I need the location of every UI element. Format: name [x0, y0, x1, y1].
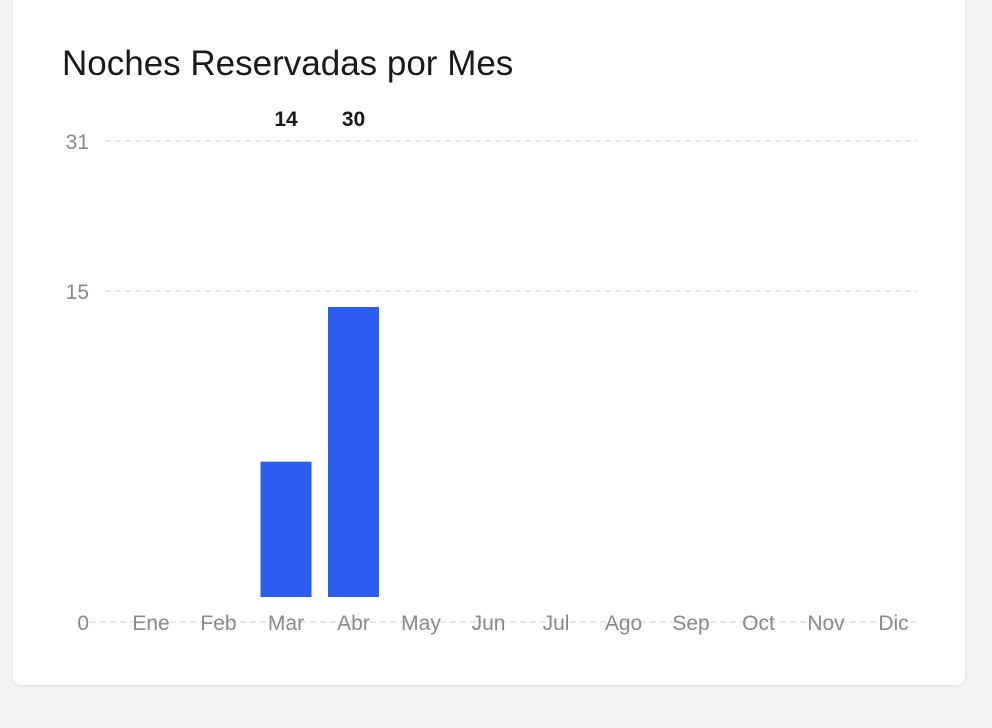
data-labels: 14 30	[274, 108, 365, 131]
chart-title: Noches Reservadas por Mes	[62, 44, 514, 83]
y-tick-label: 0	[77, 612, 89, 635]
x-tick-label: Dic	[878, 612, 908, 635]
bar-mar	[260, 461, 312, 597]
x-tick-label: Feb	[200, 612, 236, 635]
data-label-mar: 14	[274, 108, 298, 131]
x-tick-label: Mar	[268, 612, 304, 635]
chart-card	[13, 0, 965, 685]
x-tick-label: Ene	[132, 612, 169, 635]
x-tick-label: Jun	[472, 612, 506, 635]
x-tick-label: Sep	[672, 612, 709, 635]
x-tick-label: Abr	[337, 612, 370, 635]
x-tick-label: Jul	[543, 612, 570, 635]
data-label-abr: 30	[342, 108, 365, 131]
x-axis-ticks: Ene Feb Mar Abr May Jun Jul Ago Sep Oct Nov Dic	[132, 612, 908, 635]
grid-lines	[90, 140, 917, 623]
bars	[260, 307, 379, 597]
bar-abr	[328, 307, 379, 597]
y-axis-ticks: 0 15 31	[66, 131, 89, 635]
y-tick-label: 15	[66, 281, 89, 304]
x-tick-label: Nov	[807, 612, 845, 635]
x-tick-label: Ago	[605, 612, 642, 635]
y-tick-label: 31	[66, 131, 89, 154]
x-tick-label: Oct	[742, 612, 775, 635]
x-tick-label: May	[401, 612, 441, 635]
